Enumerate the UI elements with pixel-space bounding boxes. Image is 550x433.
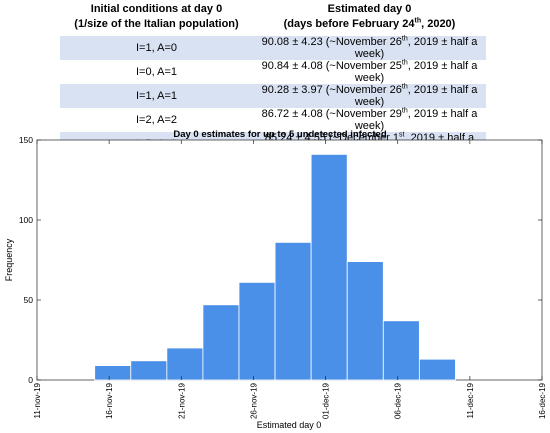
row-estimate-tail: , 2019 ± half a week) <box>354 108 478 132</box>
y-tick-label: 0 <box>28 375 33 385</box>
row-estimate-sup: th <box>401 35 408 43</box>
histogram-bar <box>274 242 312 381</box>
row-estimate-tail: , 2019 ± half a week) <box>354 60 478 84</box>
x-tick-label: 26-nov-19 <box>249 382 258 419</box>
table-row: I=2, A=2 86.72 ± 4.08 (~November 29th, 2… <box>60 107 486 132</box>
row-estimate-main: 86.72 ± 4.08 (~November 29 <box>261 108 402 120</box>
row-estimate: 86.72 ± 4.08 (~November 29th, 2019 ± hal… <box>253 107 486 132</box>
header-initial-conditions: Initial conditions at day 0 (1/size of t… <box>60 2 253 36</box>
row-estimate-main: 90.84 ± 4.08 (~November 25 <box>261 60 402 72</box>
histogram-bar <box>238 281 276 381</box>
row-estimate-main: 90.28 ± 3.97 (~November 26 <box>261 84 402 96</box>
y-tick-label: 100 <box>19 215 33 225</box>
x-axis-label: Estimated day 0 <box>257 420 322 430</box>
chart-title: Day 0 estimates for up to 5 undetected i… <box>173 129 386 140</box>
x-tick-label: 01-dec-19 <box>322 382 331 419</box>
y-axis-label: Frequency <box>4 238 14 281</box>
table-row: I=1, A=1 90.28 ± 3.97 (~November 26th, 2… <box>60 83 486 108</box>
row-condition: I=1, A=0 <box>60 36 253 60</box>
histogram-bar <box>94 365 132 381</box>
table-row: I=0, A=1 90.84 ± 4.08 (~November 25th, 2… <box>60 59 486 84</box>
histogram-bar <box>346 261 384 381</box>
header-line2-sup: th <box>414 17 422 25</box>
histogram-bar <box>418 358 456 381</box>
header-initial-conditions-line1: Initial conditions at day 0 <box>90 3 223 15</box>
x-tick-label: 21-nov-19 <box>177 382 186 419</box>
x-tick-label: 16-nov-19 <box>105 382 114 419</box>
y-tick-label: 50 <box>24 295 34 305</box>
row-estimate-sup: th <box>401 83 408 91</box>
histogram-bar <box>310 153 348 381</box>
row-estimate-tail: , 2019 ± half a week) <box>354 36 478 60</box>
estimates-table-container: Initial conditions at day 0 (1/size of t… <box>60 2 486 157</box>
histogram-bar <box>130 360 168 381</box>
row-condition: I=0, A=1 <box>136 66 177 78</box>
header-estimated-day0-line2: (days before February 24th, 2020) <box>253 17 486 32</box>
header-initial-conditions-line2: (1/size of the Italian population) <box>74 18 239 30</box>
row-estimate-sup: st <box>399 131 405 139</box>
bars-group <box>94 153 456 381</box>
histogram-chart: Day 0 estimates for up to 5 undetected i… <box>4 129 547 430</box>
row-estimate-tail: , 2019 ± half a week) <box>354 84 478 108</box>
histogram-bar <box>202 304 240 381</box>
estimates-table: Initial conditions at day 0 (1/size of t… <box>60 2 486 157</box>
x-tick-label: 11-dec-19 <box>466 382 475 418</box>
x-tick-label: 11-nov-19 <box>33 382 42 418</box>
header-line2-pre: (days before February 24 <box>283 18 415 30</box>
x-tick-label: 16-dec-19 <box>538 382 547 419</box>
x-tick-label: 06-dec-19 <box>394 382 403 419</box>
row-estimate: 90.28 ± 3.97 (~November 26th, 2019 ± hal… <box>253 83 486 108</box>
row-estimate: 90.08 ± 4.23 (~November 26th, 2019 ± hal… <box>253 35 486 60</box>
row-estimate-sup: th <box>401 107 408 115</box>
header-estimated-day0: Estimated day 0 (days before February 24… <box>253 2 486 36</box>
header-line2-post: , 2020) <box>421 18 456 30</box>
row-condition: I=1, A=1 <box>60 84 253 108</box>
header-estimated-day0-line1: Estimated day 0 <box>327 3 412 15</box>
y-tick-label: 150 <box>19 135 33 145</box>
y-axis: 0 50 100 150 <box>19 135 542 385</box>
row-estimate: 90.84 ± 4.08 (~November 25th, 2019 ± hal… <box>253 59 486 84</box>
row-estimate-main: 90.08 ± 4.23 (~November 26 <box>261 36 402 48</box>
row-condition: I=2, A=2 <box>136 114 177 126</box>
table-header-row: Initial conditions at day 0 (1/size of t… <box>60 2 486 36</box>
histogram-bar <box>166 347 204 381</box>
row-estimate-sup: th <box>401 59 408 67</box>
x-axis: 11-nov-19 16-nov-19 21-nov-19 26-nov-19 01-d… <box>33 140 547 419</box>
table-row: I=1, A=0 90.08 ± 4.23 (~November 26th, 2… <box>60 35 486 60</box>
histogram-bar <box>382 320 420 381</box>
